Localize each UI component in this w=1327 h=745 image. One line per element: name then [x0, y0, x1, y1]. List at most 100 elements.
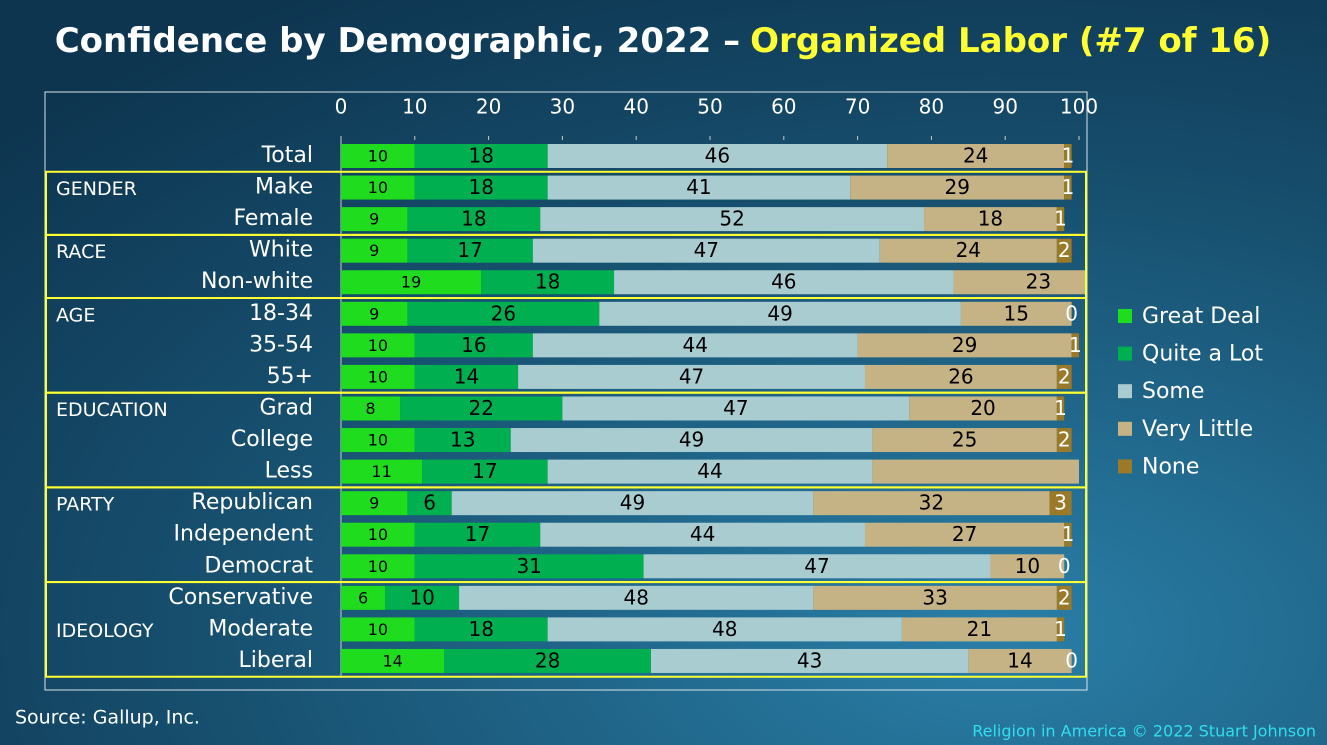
data-label: 11 — [371, 462, 391, 481]
data-label: 14 — [1007, 648, 1032, 672]
bar-segment — [414, 333, 533, 358]
chart-title-group: Confidence by Demographic, 2022 – Organiz… — [55, 21, 1272, 61]
category-label: Republican — [192, 490, 313, 515]
x-tick-label: 60 — [771, 95, 796, 119]
bar-segment — [385, 585, 460, 610]
data-label: 44 — [697, 459, 722, 483]
data-label: 0 — [1065, 648, 1078, 672]
bar-segment — [599, 301, 961, 326]
data-label: 25 — [952, 428, 977, 452]
data-label: 18 — [978, 207, 1003, 231]
data-label: 23 — [1026, 270, 1051, 294]
data-label: 47 — [804, 554, 829, 578]
category-label: Non-white — [201, 269, 313, 294]
bar-segment — [547, 617, 902, 642]
group-label: IDEOLOGY — [56, 620, 154, 642]
bar-segment — [872, 459, 1079, 484]
data-label: 10 — [368, 557, 388, 576]
data-label: 44 — [690, 522, 715, 546]
data-label: 2 — [1058, 238, 1071, 262]
category-label: Moderate — [208, 616, 313, 641]
category-label: 35-54 — [249, 332, 313, 357]
data-label: 24 — [963, 144, 988, 168]
data-label: 20 — [970, 396, 995, 420]
x-tick-label: 40 — [623, 95, 648, 119]
bar-segment — [414, 617, 548, 642]
data-label: 33 — [922, 585, 947, 609]
bar-segment — [547, 144, 888, 168]
bar-segment — [341, 522, 415, 547]
bar-segment — [813, 585, 1057, 610]
data-label: 10 — [409, 585, 434, 609]
bar-segment — [407, 238, 533, 263]
data-label: 44 — [683, 333, 708, 357]
category-label: White — [249, 238, 313, 263]
data-label: 6 — [358, 588, 368, 607]
bar-segment — [872, 428, 1057, 453]
bar-segment — [414, 175, 548, 200]
category-label: College — [231, 427, 313, 452]
chart-title-highlight: Organized Labor (#7 of 16) — [750, 21, 1271, 61]
legend-label: Quite a Lot — [1142, 342, 1263, 367]
legend-swatch — [1118, 346, 1132, 361]
data-label: 1 — [1062, 175, 1075, 199]
category-label: Less — [265, 459, 313, 484]
data-label: 32 — [919, 491, 944, 515]
group-box — [45, 581, 1087, 678]
bar-segment — [1056, 364, 1072, 389]
bar-segment — [924, 207, 1057, 232]
data-label: 48 — [712, 617, 737, 641]
category-label: 18-34 — [249, 301, 313, 326]
data-label: 46 — [705, 144, 730, 168]
bar-segment — [532, 238, 880, 263]
data-label: 13 — [450, 428, 475, 452]
bar-segment — [547, 175, 851, 200]
bar-segment — [562, 396, 910, 421]
bar-segment — [341, 175, 415, 200]
data-label: 2 — [1058, 364, 1071, 388]
data-label: 19 — [401, 273, 421, 292]
bar-segment — [887, 144, 1065, 168]
data-label: 10 — [368, 147, 388, 166]
bar-segment — [444, 648, 651, 673]
data-label: 17 — [472, 459, 497, 483]
data-label: 10 — [368, 178, 388, 197]
bar-segment — [414, 522, 541, 547]
data-label: 1 — [1054, 207, 1067, 231]
bar-segment — [341, 554, 415, 579]
x-tick-label: 20 — [476, 95, 501, 119]
data-label: 27 — [952, 522, 977, 546]
x-tick-label: 30 — [550, 95, 575, 119]
data-label: 15 — [1004, 301, 1029, 325]
bar-segment — [481, 270, 615, 295]
category-label: 55+ — [267, 364, 313, 389]
data-label: 2 — [1058, 428, 1071, 452]
data-label: 29 — [945, 175, 970, 199]
data-label: 10 — [368, 336, 388, 355]
group-label: PARTY — [56, 494, 115, 516]
legend-swatch — [1118, 459, 1132, 474]
data-label: 10 — [1015, 554, 1040, 578]
bar-segment — [864, 364, 1057, 389]
bar-segment — [960, 301, 1072, 326]
bar-segment — [341, 207, 408, 232]
x-tick-label: 90 — [992, 95, 1017, 119]
category-label: Grad — [259, 395, 313, 420]
x-tick-label: 80 — [919, 95, 944, 119]
bar-segment — [1064, 144, 1072, 168]
data-label: 31 — [516, 554, 541, 578]
bar-segment — [451, 491, 814, 516]
data-label: 9 — [369, 494, 379, 513]
legend-swatch — [1118, 421, 1132, 436]
data-label: 47 — [723, 396, 748, 420]
x-tick-label: 0 — [335, 95, 348, 119]
bar-segment — [1056, 428, 1072, 453]
group-label: EDUCATION — [56, 399, 168, 421]
bar-segment — [341, 491, 408, 516]
data-label: 16 — [461, 333, 486, 357]
bar-segment — [341, 270, 482, 295]
x-tick-label: 70 — [845, 95, 870, 119]
data-label: 10 — [368, 431, 388, 450]
data-label: 43 — [797, 648, 822, 672]
